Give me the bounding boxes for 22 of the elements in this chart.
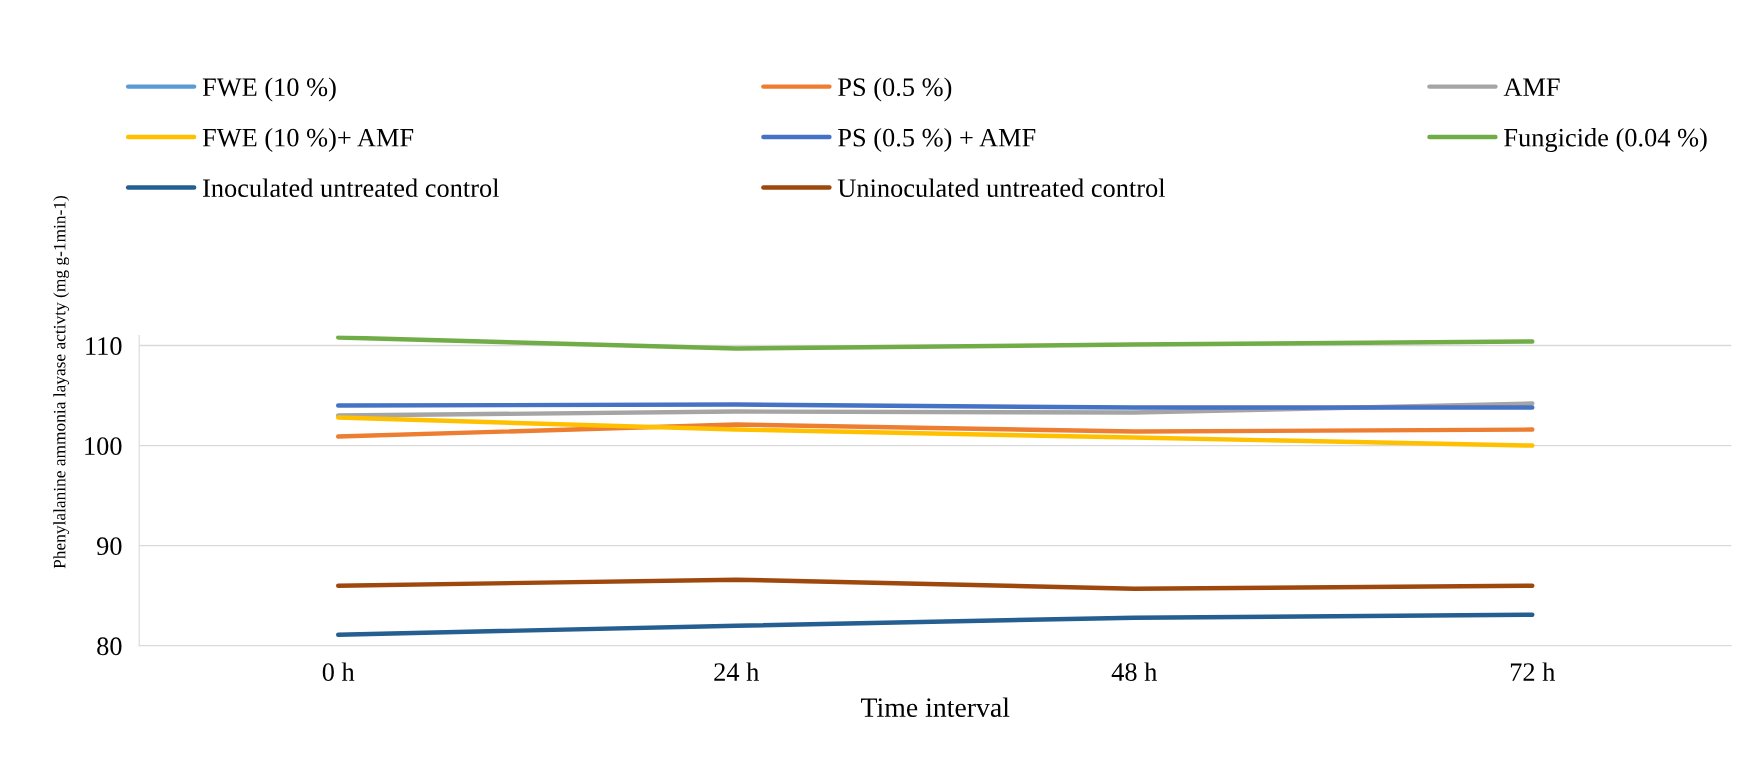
line-series — [335, 612, 1535, 637]
x-tick-label: 0 h — [322, 662, 355, 681]
legend-label: Uninoculated untreated control — [837, 178, 1166, 198]
x-tick-label: 72 h — [1510, 662, 1556, 681]
y-tick-label: 80 — [97, 637, 122, 656]
line-series — [335, 422, 1535, 439]
y-tick-label: 110 — [86, 337, 122, 355]
legend-label: FWE (10 %)+ AMF — [202, 128, 414, 152]
legend-label: Inoculated untreated control — [202, 178, 499, 198]
legend-label: FWE (10 %) — [202, 77, 336, 102]
legend-label: PS (0.5 %) — [838, 77, 952, 102]
legend-label: AMF — [1503, 78, 1560, 96]
line-series — [335, 335, 1535, 351]
x-tick-label: 24 h — [714, 662, 759, 681]
x-tick-label: 48 h — [1111, 662, 1158, 681]
y-axis-title: Phenylalanine ammonia layase activty (mg g-1min-1) — [53, 195, 70, 569]
y-tick-label: 90 — [96, 537, 122, 556]
legend-label: PS (0.5 %) + AMF — [838, 128, 1036, 152]
line-series — [335, 415, 1535, 448]
legend-label: Fungicide (0.04 %) — [1504, 128, 1707, 153]
y-tick-label: 100 — [85, 437, 122, 456]
x-axis-title: Time interval — [861, 697, 1010, 717]
